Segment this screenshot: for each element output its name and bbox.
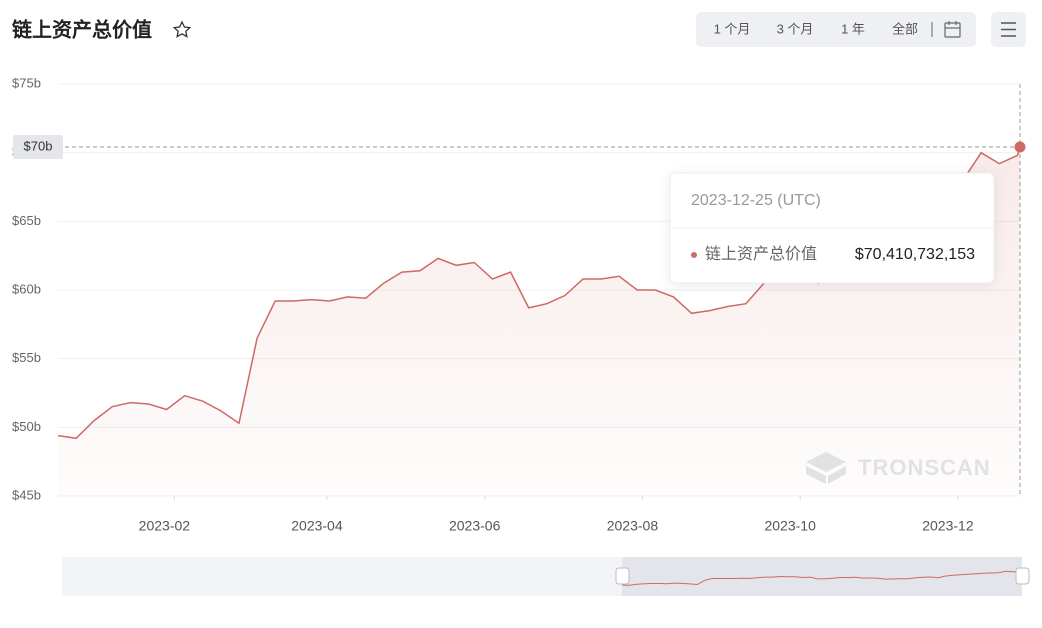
y-tick-label: $75b: [12, 75, 41, 90]
range-button[interactable]: 全部: [892, 21, 918, 36]
crosshair-label-bg: [13, 135, 63, 160]
y-tick-label: $45b: [12, 487, 41, 502]
x-tick-label: 2023-04: [291, 518, 343, 534]
menu-icon: [1001, 22, 1016, 37]
calendar-icon[interactable]: [944, 21, 961, 38]
range-button[interactable]: 1 年: [841, 21, 865, 36]
y-tick-label: $55b: [12, 350, 41, 365]
x-tick-label: 2023-12: [922, 518, 974, 534]
navigator-handle[interactable]: [615, 567, 630, 585]
x-tick-label: 2023-08: [607, 518, 659, 534]
x-tick-label: 2023-02: [139, 518, 191, 534]
watermark: TRONSCAN: [858, 455, 991, 480]
tooltip-date: 2023-12-25 (UTC): [691, 192, 821, 209]
tooltip-value: $70,410,732,153: [855, 246, 975, 263]
area: [58, 147, 1020, 496]
crosshair-label: $70b: [24, 138, 53, 153]
navigator-unselected: [62, 557, 622, 596]
x-tick-label: 2023-06: [449, 518, 501, 534]
watermark-icon: [806, 452, 846, 484]
navigator-line: [621, 570, 1023, 586]
chart-title: 链上资产总价值: [12, 17, 152, 41]
tooltip-series: 链上资产总价值: [705, 245, 817, 263]
y-tick-label: $50b: [12, 419, 41, 434]
y-tick-label: $60b: [12, 281, 41, 296]
range-button[interactable]: 3 个月: [777, 21, 814, 36]
y-tick-label: $65b: [12, 213, 41, 228]
star-icon[interactable]: [172, 20, 192, 38]
navigator-selected[interactable]: [622, 557, 1022, 596]
tooltip-dot: [691, 252, 697, 258]
x-tick-label: 2023-10: [764, 518, 816, 534]
range-selector: [696, 12, 976, 47]
navigator-handle[interactable]: [1015, 567, 1030, 585]
range-button[interactable]: 1 个月: [714, 21, 751, 36]
point-marker: [1014, 141, 1026, 153]
